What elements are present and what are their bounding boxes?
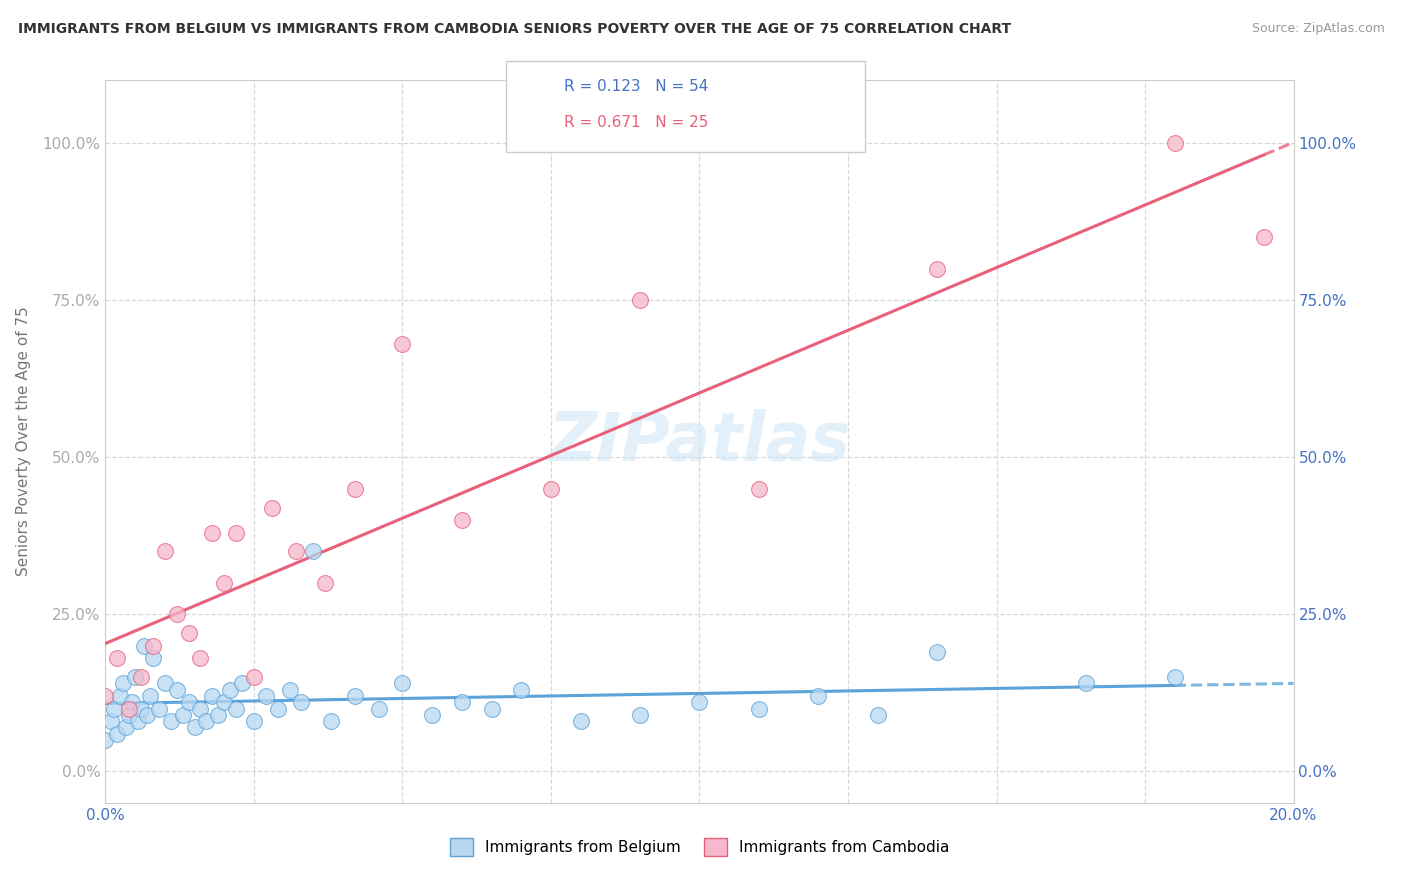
Point — [214, 695, 236, 709]
Point — [201, 689, 224, 703]
Point — [153, 676, 176, 690]
Point — [314, 575, 336, 590]
Point — [94, 733, 117, 747]
Point — [267, 701, 290, 715]
Point — [1074, 676, 1097, 690]
Point — [284, 544, 307, 558]
Text: R = 0.123   N = 54: R = 0.123 N = 54 — [564, 79, 709, 95]
Point — [927, 645, 949, 659]
Point — [391, 337, 413, 351]
Point — [450, 513, 472, 527]
Point — [866, 707, 889, 722]
Point — [243, 670, 266, 684]
Point — [214, 575, 236, 590]
Point — [420, 707, 443, 722]
Point — [190, 651, 212, 665]
Point — [510, 682, 533, 697]
Point — [278, 682, 301, 697]
Point — [1253, 230, 1275, 244]
Point — [290, 695, 312, 709]
Point — [807, 689, 830, 703]
Text: R = 0.671   N = 25: R = 0.671 N = 25 — [564, 115, 709, 130]
Point — [628, 293, 651, 308]
Point — [121, 695, 143, 709]
Point — [540, 482, 562, 496]
Point — [148, 701, 170, 715]
Point — [321, 714, 343, 728]
Point — [166, 607, 188, 622]
Point — [260, 500, 283, 515]
Y-axis label: Seniors Poverty Over the Age of 75: Seniors Poverty Over the Age of 75 — [17, 307, 31, 576]
Point — [367, 701, 389, 715]
Point — [183, 720, 205, 734]
Point — [195, 714, 218, 728]
Point — [748, 701, 770, 715]
Point — [153, 544, 176, 558]
Point — [207, 707, 229, 722]
Point — [343, 482, 366, 496]
Point — [118, 707, 141, 722]
Point — [103, 701, 125, 715]
Point — [254, 689, 277, 703]
Text: IMMIGRANTS FROM BELGIUM VS IMMIGRANTS FROM CAMBODIA SENIORS POVERTY OVER THE AGE: IMMIGRANTS FROM BELGIUM VS IMMIGRANTS FR… — [18, 22, 1011, 37]
Legend: Immigrants from Belgium, Immigrants from Cambodia: Immigrants from Belgium, Immigrants from… — [441, 830, 957, 863]
Point — [105, 727, 128, 741]
Point — [166, 682, 188, 697]
Point — [172, 707, 194, 722]
Point — [94, 689, 117, 703]
Point — [177, 626, 200, 640]
Point — [219, 682, 242, 697]
Point — [139, 689, 162, 703]
Point — [302, 544, 325, 558]
Point — [132, 639, 155, 653]
Point — [343, 689, 366, 703]
Point — [115, 720, 138, 734]
Text: ZIPatlas: ZIPatlas — [548, 409, 851, 475]
Point — [105, 651, 128, 665]
Point — [112, 676, 135, 690]
Point — [129, 701, 152, 715]
Point — [391, 676, 413, 690]
Point — [124, 670, 146, 684]
Point — [231, 676, 253, 690]
Point — [190, 701, 212, 715]
Point — [450, 695, 472, 709]
Point — [127, 714, 149, 728]
Point — [201, 525, 224, 540]
Point — [927, 261, 949, 276]
Point — [569, 714, 592, 728]
Point — [159, 714, 181, 728]
Point — [136, 707, 159, 722]
Point — [100, 714, 122, 728]
Point — [110, 689, 132, 703]
Point — [481, 701, 503, 715]
Point — [689, 695, 711, 709]
Point — [129, 670, 152, 684]
Text: Source: ZipAtlas.com: Source: ZipAtlas.com — [1251, 22, 1385, 36]
Point — [142, 651, 165, 665]
Point — [748, 482, 770, 496]
Point — [243, 714, 266, 728]
Point — [177, 695, 200, 709]
Point — [1164, 136, 1187, 150]
Point — [1164, 670, 1187, 684]
Point — [142, 639, 165, 653]
Point — [628, 707, 651, 722]
Point — [118, 701, 141, 715]
Point — [225, 525, 247, 540]
Point — [225, 701, 247, 715]
